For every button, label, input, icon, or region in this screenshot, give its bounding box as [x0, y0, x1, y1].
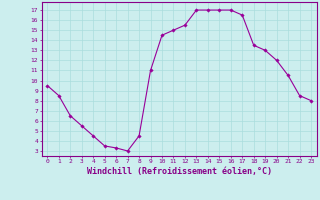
X-axis label: Windchill (Refroidissement éolien,°C): Windchill (Refroidissement éolien,°C)	[87, 167, 272, 176]
